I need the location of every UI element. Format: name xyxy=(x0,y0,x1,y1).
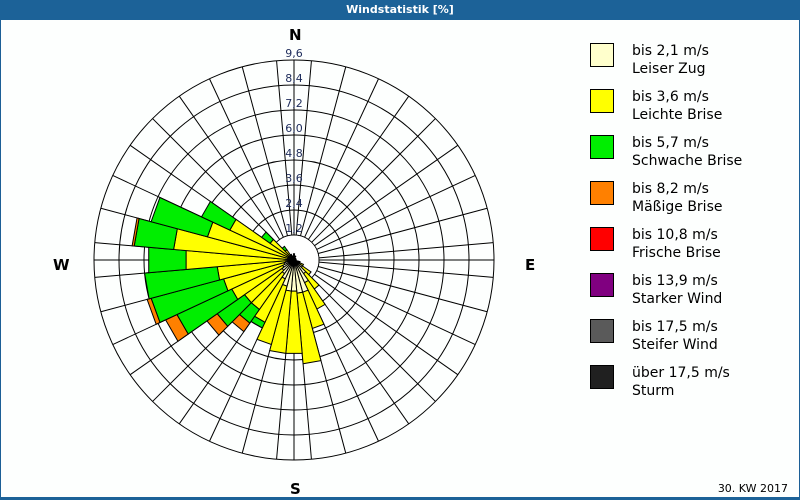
wind-rose-segment xyxy=(200,200,237,231)
radial-tick-label: 6,0 xyxy=(285,122,303,135)
wind-rose-segment xyxy=(281,245,288,252)
legend-description: Leiser Zug xyxy=(632,61,706,77)
legend-swatch xyxy=(590,43,614,67)
legend-speed: bis 8,2 m/s xyxy=(632,181,709,197)
legend-description: Leichte Brise xyxy=(632,107,723,123)
legend-description: Frische Brise xyxy=(632,245,721,261)
legend-description: Sturm xyxy=(632,383,675,399)
wind-rose-segment xyxy=(148,246,187,274)
radial-tick-label: 3,6 xyxy=(285,172,303,185)
radial-tick-label: 2,4 xyxy=(285,197,303,210)
legend-description: Schwache Brise xyxy=(632,153,743,169)
legend-speed: bis 10,8 m/s xyxy=(632,227,718,243)
wind-rose-segment xyxy=(146,297,161,325)
radial-tick-label: 7,2 xyxy=(285,97,303,110)
radial-tick-label: 8,4 xyxy=(285,72,303,85)
legend-speed: bis 3,6 m/s xyxy=(632,89,709,105)
chart-title: Windstatistik [%] xyxy=(0,0,800,20)
wind-rose-segment xyxy=(150,196,214,238)
radial-tick-label: 1,2 xyxy=(285,222,303,235)
legend-description: Steifer Wind xyxy=(632,337,718,353)
legend-speed: bis 2,1 m/s xyxy=(632,43,709,59)
calendar-week-label: 30. KW 2017 xyxy=(717,482,788,495)
legend-speed: bis 13,9 m/s xyxy=(632,273,718,289)
legend-swatch xyxy=(590,135,614,159)
bottom-border xyxy=(0,497,800,500)
wind-rose-segment xyxy=(296,291,322,365)
compass-south-label: S xyxy=(290,480,301,498)
compass-east-label: E xyxy=(525,256,536,274)
legend-swatch xyxy=(590,227,614,251)
wind-rose-segment xyxy=(260,231,275,244)
legend-swatch xyxy=(590,365,614,389)
legend-description: Starker Wind xyxy=(632,291,723,307)
legend-swatch xyxy=(590,319,614,343)
legend-description: Mäßige Brise xyxy=(632,199,723,215)
wind-rose-segment xyxy=(256,283,288,346)
legend-swatch xyxy=(590,89,614,113)
legend-swatch xyxy=(590,181,614,205)
legend-speed: bis 17,5 m/s xyxy=(632,319,718,335)
wind-rose-segment xyxy=(292,255,295,259)
compass-north-label: N xyxy=(289,26,302,44)
radial-tick-label: 9,6 xyxy=(285,47,303,60)
wind-rose-segment xyxy=(143,266,221,300)
legend-swatch xyxy=(590,273,614,297)
legend-speed: bis 5,7 m/s xyxy=(632,135,709,151)
legend-speed: über 17,5 m/s xyxy=(632,365,730,381)
wind-rose-segment xyxy=(269,289,292,354)
wind-rose-segment xyxy=(131,217,140,247)
compass-west-label: W xyxy=(53,256,70,274)
radial-tick-label: 4,8 xyxy=(285,147,303,160)
